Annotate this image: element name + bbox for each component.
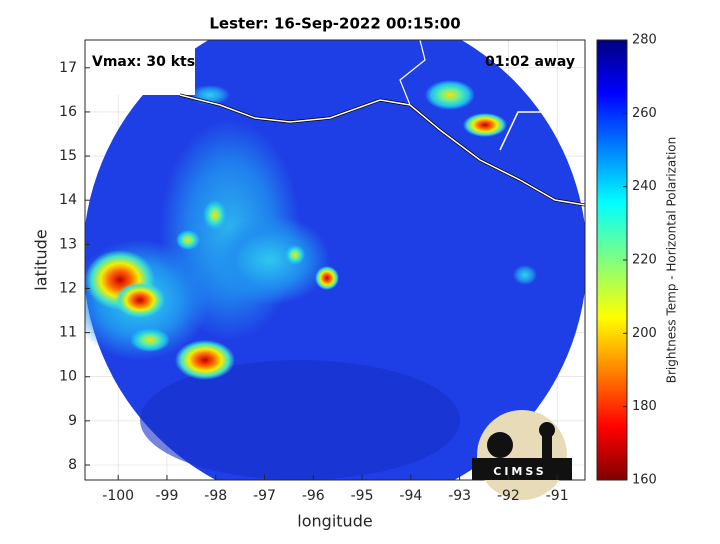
y-tick-label: 10 (59, 369, 77, 385)
x-tick-label: -98 (204, 488, 227, 504)
x-tick-label: -94 (399, 488, 422, 504)
colorbar-tick-label: 200 (632, 326, 657, 341)
x-tick-label: -100 (102, 488, 134, 504)
colorbar-tick-label: 180 (632, 399, 657, 414)
annotation: Vmax: 30 kts (92, 54, 195, 70)
x-tick-label: -93 (448, 488, 471, 504)
colorbar-tick-label: 220 (632, 253, 657, 268)
colorbar-tick-label: 260 (632, 106, 657, 121)
plot-frame (84, 39, 586, 481)
x-tick-label: -91 (546, 488, 569, 504)
x-tick-label: -92 (497, 488, 520, 504)
y-tick-label: 8 (68, 457, 77, 473)
y-axis-label: latitude (32, 229, 51, 290)
x-axis-label: longitude (297, 512, 372, 531)
logo: CIMSS (472, 410, 572, 500)
y-tick-label: 13 (59, 236, 77, 252)
colorbar-tick-label: 240 (632, 179, 657, 194)
x-tick-label: -99 (156, 488, 179, 504)
y-tick-label: 16 (59, 104, 77, 120)
logo-text: CIMSS (493, 465, 546, 478)
x-tick-label: -95 (351, 488, 374, 504)
satellite-image (85, 40, 585, 480)
colorbar-tick-label: 160 (632, 473, 657, 488)
x-tick-label: -97 (253, 488, 276, 504)
x-tick-label: -96 (302, 488, 325, 504)
chart-title: Lester: 16-Sep-2022 00:15:00 (209, 15, 460, 33)
annotation: 01:02 away (485, 54, 575, 70)
y-tick-label: 9 (68, 413, 77, 429)
y-tick-label: 15 (59, 148, 77, 164)
y-tick-label: 12 (59, 280, 77, 296)
y-tick-label: 14 (59, 192, 77, 208)
y-tick-label: 11 (59, 325, 77, 341)
colorbar-label: Brightness Temp - Horizontal Polarizatio… (665, 137, 679, 384)
colorbar (596, 39, 628, 481)
y-tick-label: 17 (59, 60, 77, 76)
colorbar-tick-label: 280 (632, 33, 657, 48)
